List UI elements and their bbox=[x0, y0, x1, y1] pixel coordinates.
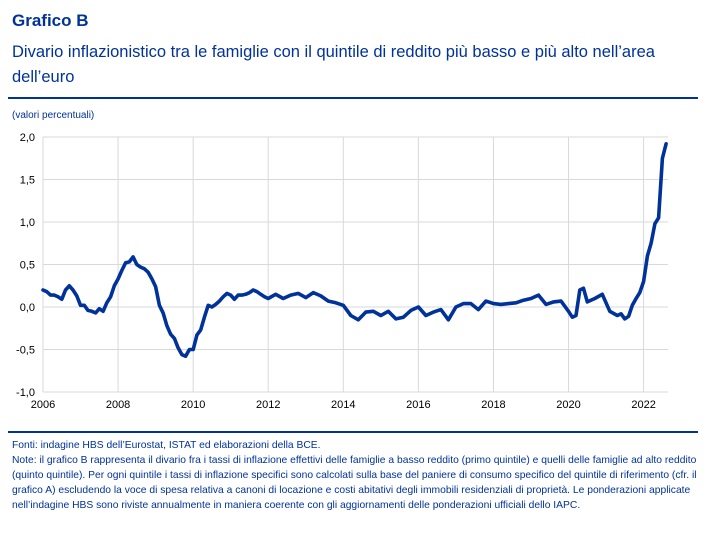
y-axis-labels: -1,0 -0,5 0,0 0,5 1,0 1,5 2,0 bbox=[16, 132, 35, 399]
chart-subtitle: Divario inflazionistico tra le famiglie … bbox=[12, 43, 655, 86]
y-tick-label: 0,5 bbox=[20, 260, 35, 272]
line-chart: -1,0 -0,5 0,0 0,5 1,0 1,5 2,0 2006 2008 2010 2012… bbox=[16, 132, 668, 411]
notes-text: Note: il grafico B rappresenta il divari… bbox=[12, 455, 697, 511]
x-tick-label: 2010 bbox=[181, 399, 205, 411]
series-group bbox=[41, 142, 668, 359]
x-axis-labels: 2006 2008 2010 2012 2014 2016 2018 2020 2022 bbox=[31, 399, 656, 411]
footer-divider bbox=[8, 431, 698, 433]
x-tick-label: 2020 bbox=[556, 399, 580, 411]
x-tick-label: 2008 bbox=[106, 399, 130, 411]
title-divider bbox=[8, 97, 698, 99]
x-tick-label: 2012 bbox=[256, 399, 280, 411]
y-tick-label: -0,5 bbox=[16, 345, 35, 357]
x-tick-label: 2022 bbox=[631, 399, 655, 411]
x-tick-label: 2018 bbox=[481, 399, 505, 411]
grid bbox=[42, 136, 668, 393]
chart-title: Grafico B bbox=[12, 11, 89, 30]
x-tick-label: 2006 bbox=[31, 399, 55, 411]
x-tick-label: 2016 bbox=[406, 399, 430, 411]
y-tick-label: 0,0 bbox=[20, 302, 35, 314]
y-tick-label: 2,0 bbox=[20, 132, 35, 144]
y-tick-label: 1,5 bbox=[20, 175, 35, 187]
footnotes: Fonti: indagine HBS dell’Eurostat, ISTAT… bbox=[12, 438, 712, 513]
sources-text: Fonti: indagine HBS dell’Eurostat, ISTAT… bbox=[12, 440, 321, 451]
y-tick-label: 1,0 bbox=[20, 217, 35, 229]
x-tick-label: 2014 bbox=[331, 399, 355, 411]
series-line bbox=[41, 142, 668, 359]
y-tick-label: -1,0 bbox=[16, 387, 35, 399]
units-label: (valori percentuali) bbox=[12, 110, 95, 121]
